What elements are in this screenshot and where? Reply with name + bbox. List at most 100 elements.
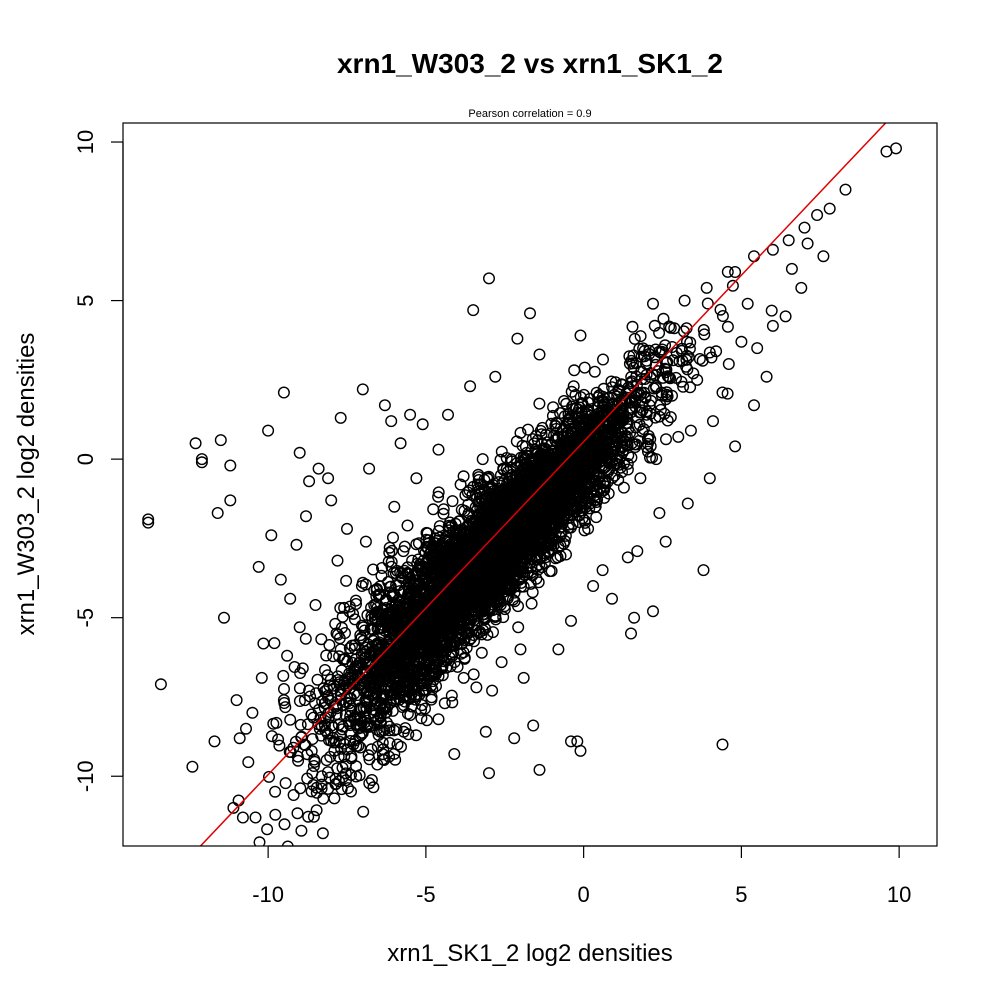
data-point [687,367,700,380]
data-point [383,724,396,737]
data-point [628,332,641,345]
data-point [522,519,535,532]
data-point [701,297,714,310]
data-point [603,463,616,476]
data-point [620,430,633,443]
data-point [348,613,361,626]
data-point [367,781,380,794]
data-point [306,733,319,746]
data-point [681,363,694,376]
data-point [428,667,441,680]
data-point [570,402,583,415]
data-point [547,401,560,414]
data-point [269,785,282,798]
data-point [645,394,658,407]
data-point [530,572,543,585]
data-point [578,361,591,374]
data-point [331,670,344,683]
data-point [376,748,389,761]
data-point [591,478,604,491]
data-point [577,388,590,401]
data-point [535,437,548,450]
data-point [376,562,389,575]
data-point [346,639,359,652]
data-point [597,353,610,366]
data-point [574,391,587,404]
data-point [415,712,428,725]
data-point [404,709,417,722]
data-point [415,703,428,716]
data-point [331,628,344,641]
data-point [316,827,329,840]
data-point [629,421,642,434]
data-point [714,303,727,316]
data-point [604,451,617,464]
data-point [526,586,539,599]
data-point [373,649,386,662]
data-point [391,681,404,694]
data-point [398,540,411,553]
data-point [242,756,255,769]
data-point [390,659,403,672]
data-point [358,663,371,676]
data-point [320,754,333,767]
data-point [294,718,307,731]
data-point [693,353,706,366]
data-point [343,600,356,613]
data-point [466,610,479,623]
chart-subtitle: Pearson correlation = 0.9 [468,108,591,120]
data-point [596,451,609,464]
chart-title: xrn1_W303_2 vs xrn1_SK1_2 [337,48,723,79]
data-point [363,753,376,766]
data-point [612,473,625,486]
data-point [319,664,332,677]
data-point [469,533,482,546]
data-point [294,782,307,795]
data-point [269,808,282,821]
data-point [555,437,568,450]
data-point [446,696,459,709]
data-point [660,393,673,406]
data-point [726,279,739,292]
data-point [568,432,581,445]
data-point [653,410,666,423]
data-point [667,354,680,367]
data-point [425,691,438,704]
data-point [305,745,318,758]
data-point [232,794,245,807]
data-point [675,375,688,388]
data-point [170,922,181,933]
data-point [338,750,351,763]
data-point [522,423,535,436]
data-point [675,342,688,355]
data-point [650,381,663,394]
data-point [721,387,734,400]
data-point [394,566,407,579]
data-point [406,554,419,567]
data-point [336,761,349,774]
data-point [680,353,693,366]
data-point [623,393,636,406]
data-point [307,760,320,773]
data-point [616,466,629,479]
data-point [498,600,511,613]
data-point [410,729,423,742]
data-point [440,661,453,674]
data-point [677,380,690,393]
data-point [475,646,488,659]
data-point [322,766,335,779]
data-point [370,584,383,597]
data-point [277,669,290,682]
data-point [614,406,627,419]
data-point [437,507,450,520]
data-point [514,426,527,439]
data-point [390,723,403,736]
data-point [696,354,709,367]
data-point [491,557,504,570]
data-point [508,595,521,608]
data-point [445,689,458,702]
data-point [338,601,351,614]
data-point [536,561,549,574]
data-point [591,436,604,449]
data-point [263,770,276,783]
